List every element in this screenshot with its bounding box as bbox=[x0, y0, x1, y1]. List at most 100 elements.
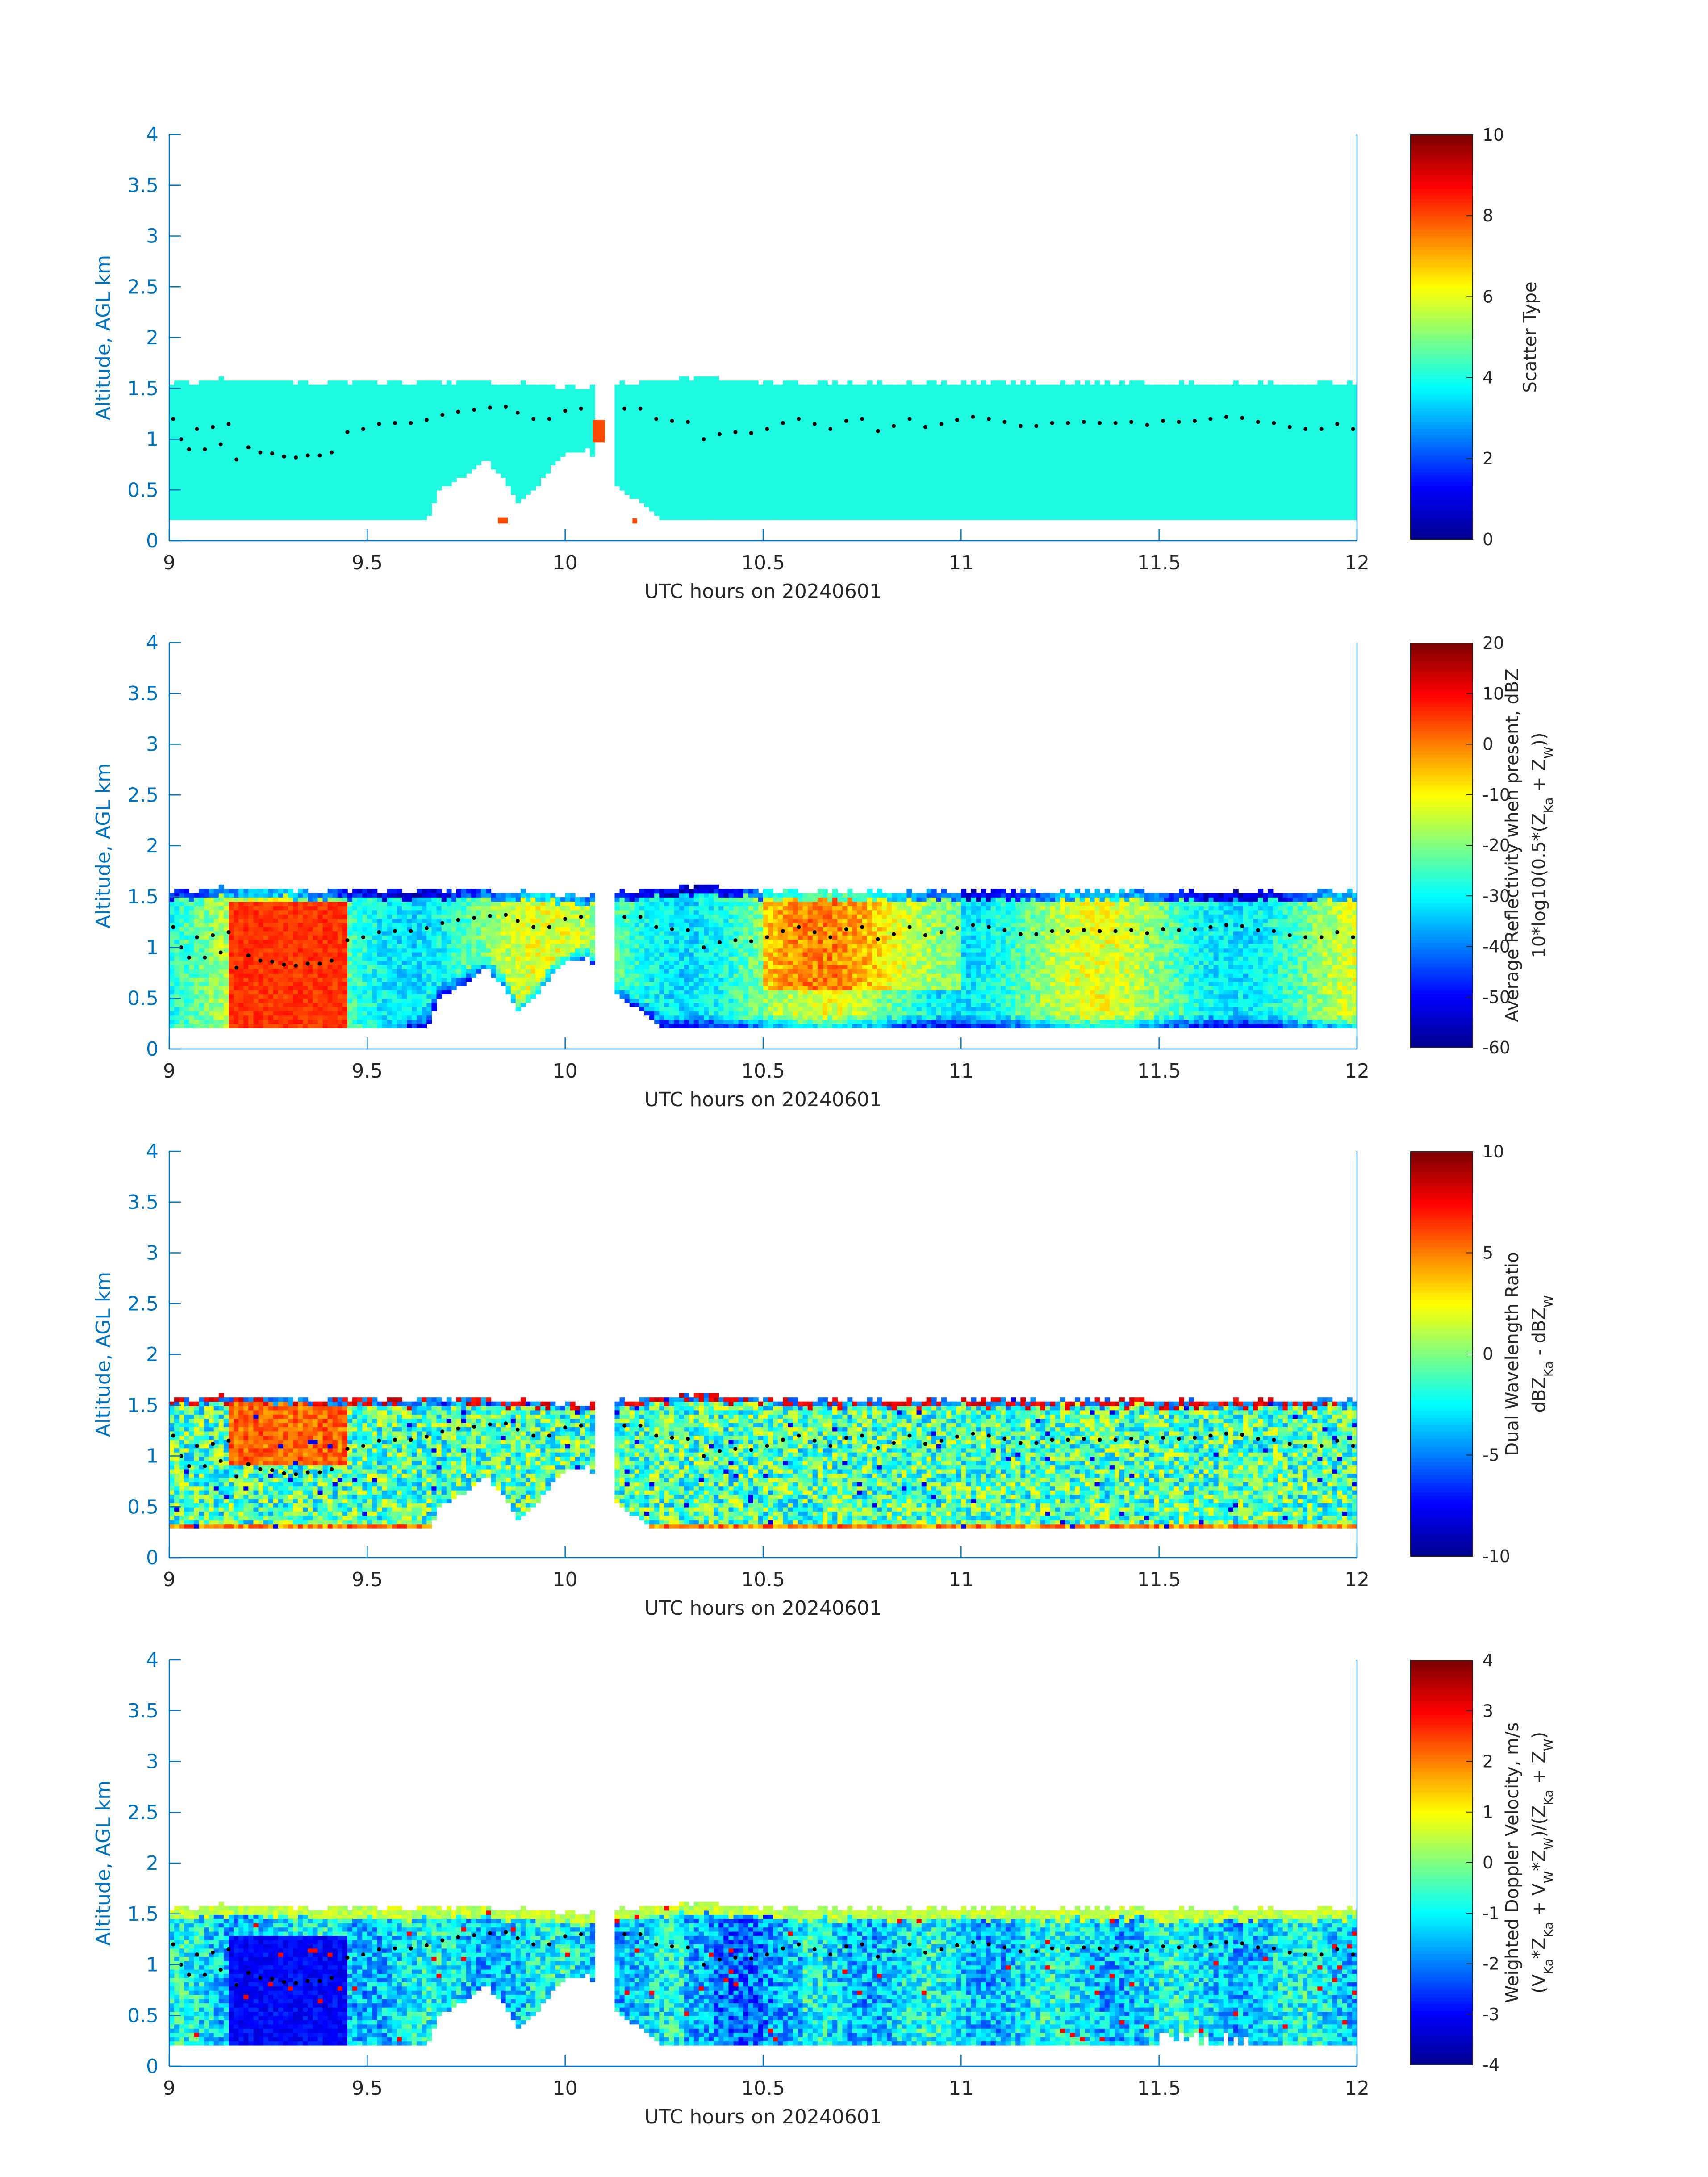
heatmap-cell bbox=[426, 439, 432, 444]
heatmap-cell bbox=[417, 406, 422, 410]
heatmap-cell bbox=[674, 456, 680, 461]
heatmap-cell bbox=[308, 494, 313, 499]
heatmap-cell bbox=[728, 469, 734, 474]
heatmap-cell bbox=[540, 423, 546, 427]
heatmap-cell bbox=[709, 435, 714, 440]
heatmap-cell bbox=[338, 380, 343, 385]
heatmap-cell bbox=[862, 401, 868, 406]
heatmap-cell bbox=[842, 494, 848, 499]
heatmap-cell bbox=[669, 473, 674, 478]
heatmap-cell bbox=[709, 380, 714, 385]
heatmap-cell bbox=[639, 401, 645, 406]
heatmap-cell bbox=[219, 465, 224, 469]
heatmap-cell bbox=[664, 385, 669, 389]
heatmap-cell bbox=[333, 431, 338, 436]
heatmap-cell bbox=[447, 444, 452, 448]
heatmap-cell bbox=[229, 511, 234, 516]
heatmap-cell bbox=[674, 444, 680, 448]
heatmap-cell bbox=[382, 406, 388, 410]
heatmap-cell bbox=[422, 444, 427, 448]
heatmap-cell bbox=[397, 423, 402, 427]
heatmap-cell bbox=[714, 385, 719, 389]
heatmap-cell bbox=[664, 393, 669, 398]
heatmap-cell bbox=[714, 414, 719, 419]
heatmap-cell bbox=[862, 385, 868, 389]
heatmap-cell bbox=[234, 486, 239, 490]
heatmap-cell bbox=[189, 439, 194, 444]
heatmap-cell bbox=[882, 456, 887, 461]
heatmap-cell bbox=[694, 494, 699, 499]
heatmap-cell bbox=[278, 380, 284, 385]
heatmap-cell bbox=[318, 444, 323, 448]
heatmap-cell bbox=[466, 465, 472, 469]
heatmap-cell bbox=[422, 385, 427, 389]
heatmap-cell bbox=[832, 427, 838, 431]
heatmap-cell bbox=[521, 393, 526, 398]
heatmap-cell bbox=[679, 376, 685, 381]
heatmap-cell bbox=[333, 427, 338, 431]
heatmap-cell bbox=[535, 435, 541, 440]
heatmap-cell bbox=[189, 494, 194, 499]
heatmap-cell bbox=[347, 482, 353, 486]
heatmap-cell bbox=[649, 410, 655, 414]
heatmap-cell bbox=[224, 406, 229, 410]
heatmap-cell bbox=[491, 456, 496, 461]
heatmap-cell bbox=[649, 380, 655, 385]
heatmap-cell bbox=[486, 427, 491, 431]
heatmap-cell bbox=[189, 423, 194, 427]
heatmap-cell bbox=[426, 423, 432, 427]
heatmap-cell bbox=[278, 511, 284, 516]
heatmap-cell bbox=[259, 465, 264, 469]
heatmap-cell bbox=[734, 507, 739, 512]
heatmap-cell bbox=[847, 456, 852, 461]
heatmap-cell bbox=[273, 389, 279, 393]
heatmap-cell bbox=[615, 410, 620, 414]
heatmap-cell bbox=[803, 414, 808, 419]
heatmap-cell bbox=[259, 469, 264, 474]
heatmap-cell bbox=[585, 431, 590, 436]
heatmap-cell bbox=[630, 435, 635, 440]
heatmap-cell bbox=[442, 393, 447, 398]
heatmap-cell bbox=[278, 431, 284, 436]
heatmap-cell bbox=[664, 410, 669, 414]
heatmap-cell bbox=[402, 486, 407, 490]
heatmap-cell bbox=[867, 414, 873, 419]
heatmap-cell bbox=[253, 418, 259, 423]
heatmap-cell bbox=[535, 448, 541, 452]
heatmap-cell bbox=[214, 393, 219, 398]
heatmap-cell bbox=[837, 423, 843, 427]
heatmap-cell bbox=[392, 431, 397, 436]
heatmap-cell bbox=[357, 465, 363, 469]
heatmap-cell bbox=[342, 444, 348, 448]
heatmap-cell bbox=[818, 452, 823, 457]
heatmap-cell bbox=[466, 439, 472, 444]
heatmap-cell bbox=[431, 499, 437, 503]
heatmap-cell bbox=[748, 385, 754, 389]
heatmap-cell bbox=[219, 448, 224, 452]
heatmap-cell bbox=[852, 477, 858, 482]
heatmap-cell bbox=[852, 389, 858, 393]
heatmap-cell bbox=[892, 490, 897, 495]
heatmap-cell bbox=[818, 473, 823, 478]
heatmap-cell bbox=[417, 401, 422, 406]
heatmap-cell bbox=[872, 401, 877, 406]
heatmap-cell bbox=[422, 473, 427, 478]
heatmap-cell bbox=[832, 482, 838, 486]
heatmap-cell bbox=[793, 465, 798, 469]
heatmap-cell bbox=[313, 444, 318, 448]
heatmap-cell bbox=[259, 490, 264, 495]
heatmap-cell bbox=[323, 431, 328, 436]
heatmap-cell bbox=[387, 469, 393, 474]
heatmap-cell bbox=[798, 511, 803, 516]
heatmap-cell bbox=[862, 503, 868, 507]
heatmap-cell bbox=[798, 452, 803, 457]
heatmap-cell bbox=[184, 389, 189, 393]
heatmap-cell bbox=[882, 515, 887, 520]
heatmap-cell bbox=[694, 401, 699, 406]
heatmap-cell bbox=[372, 499, 377, 503]
heatmap-cell bbox=[773, 427, 778, 431]
heatmap-cell bbox=[862, 477, 868, 482]
heatmap-cell bbox=[174, 423, 180, 427]
heatmap-cell bbox=[516, 435, 521, 440]
heatmap-cell bbox=[718, 473, 724, 478]
